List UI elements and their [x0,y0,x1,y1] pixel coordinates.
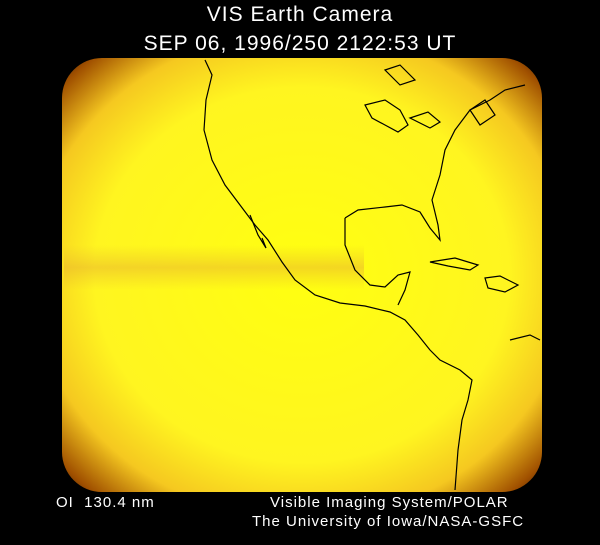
instrument-label: Visible Imaging System/POLAR [270,494,509,511]
title: VIS Earth Camera [206,3,394,26]
timestamp: SEP 06, 1996/250 2122:53 UT [143,32,457,55]
airglow-band [64,245,364,290]
filter-label: OI 130.4 nm [56,494,155,511]
coastlines [203,59,541,491]
institution-label: The University of Iowa/NASA-GSFC [252,513,525,530]
